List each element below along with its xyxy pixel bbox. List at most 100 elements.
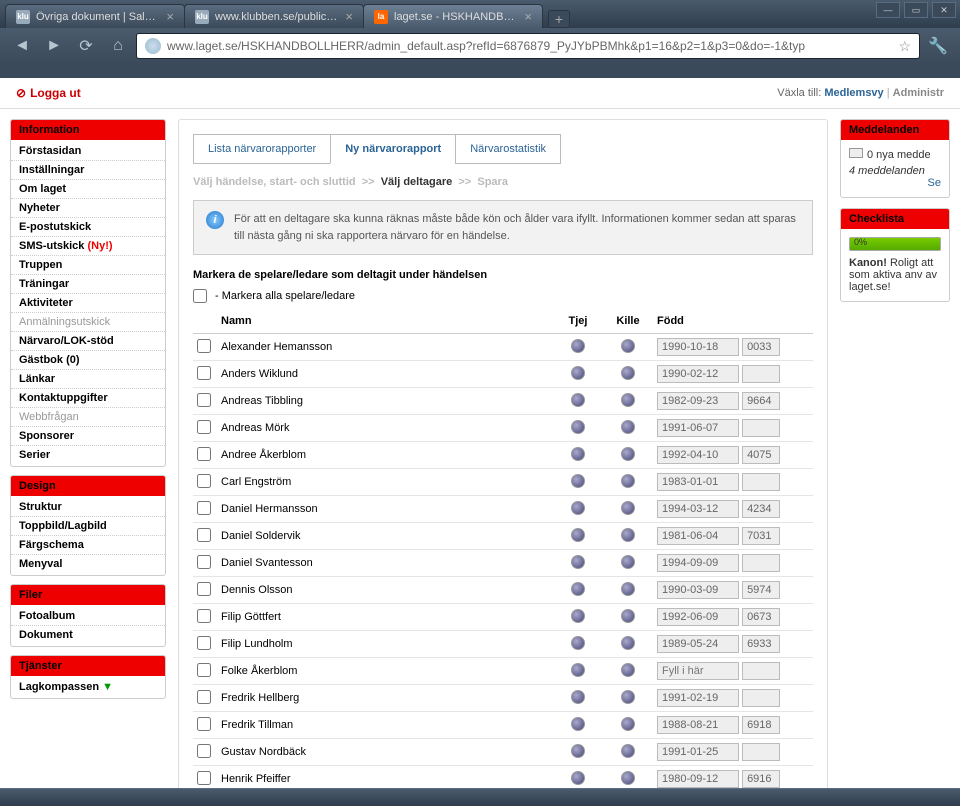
url-input[interactable] — [167, 39, 892, 53]
gender-boy-radio[interactable] — [621, 474, 635, 488]
sidebar-item[interactable]: Närvaro/LOK-stöd — [11, 332, 165, 351]
born-input[interactable] — [657, 419, 739, 437]
gender-girl-radio[interactable] — [571, 582, 585, 596]
player-checkbox[interactable] — [197, 717, 211, 731]
code-input[interactable] — [742, 554, 780, 572]
reload-button[interactable]: ⟳ — [72, 33, 100, 59]
forward-button[interactable]: ► — [40, 33, 68, 59]
minimize-button[interactable]: — — [876, 2, 900, 18]
code-input[interactable] — [742, 446, 780, 464]
member-view-link[interactable]: Medlemsvy — [824, 87, 883, 99]
player-checkbox[interactable] — [197, 420, 211, 434]
gender-girl-radio[interactable] — [571, 528, 585, 542]
gender-boy-radio[interactable] — [621, 447, 635, 461]
code-input[interactable] — [742, 527, 780, 545]
player-checkbox[interactable] — [197, 663, 211, 677]
gender-boy-radio[interactable] — [621, 636, 635, 650]
gender-boy-radio[interactable] — [621, 717, 635, 731]
tab-close-icon[interactable]: × — [524, 9, 532, 24]
code-input[interactable] — [742, 473, 780, 491]
logout-link[interactable]: Logga ut — [16, 86, 81, 100]
content-tab[interactable]: Närvarostatistik — [455, 134, 561, 164]
code-input[interactable] — [742, 770, 780, 788]
code-input[interactable] — [742, 338, 780, 356]
sidebar-item[interactable]: Inställningar — [11, 161, 165, 180]
born-input[interactable] — [657, 689, 739, 707]
code-input[interactable] — [742, 716, 780, 734]
sidebar-item[interactable]: Sponsorer — [11, 427, 165, 446]
sidebar-item[interactable]: Fotoalbum — [11, 607, 165, 626]
code-input[interactable] — [742, 662, 780, 680]
born-input[interactable] — [657, 608, 739, 626]
gender-boy-radio[interactable] — [621, 582, 635, 596]
player-checkbox[interactable] — [197, 447, 211, 461]
gender-girl-radio[interactable] — [571, 447, 585, 461]
home-button[interactable]: ⌂ — [104, 33, 132, 59]
sidebar-item[interactable]: Träningar — [11, 275, 165, 294]
code-input[interactable] — [742, 581, 780, 599]
player-checkbox[interactable] — [197, 744, 211, 758]
gender-boy-radio[interactable] — [621, 690, 635, 704]
gender-girl-radio[interactable] — [571, 771, 585, 785]
code-input[interactable] — [742, 743, 780, 761]
see-messages-link[interactable]: Se — [928, 177, 941, 189]
born-input[interactable] — [657, 338, 739, 356]
gender-girl-radio[interactable] — [571, 663, 585, 677]
player-checkbox[interactable] — [197, 690, 211, 704]
sidebar-item[interactable]: E-postutskick — [11, 218, 165, 237]
code-input[interactable] — [742, 689, 780, 707]
sidebar-item[interactable]: Dokument — [11, 626, 165, 644]
gender-girl-radio[interactable] — [571, 555, 585, 569]
browser-tab[interactable]: klu Övriga dokument | Salems IF × — [5, 4, 185, 28]
code-input[interactable] — [742, 365, 780, 383]
born-input[interactable] — [657, 473, 739, 491]
born-input[interactable] — [657, 392, 739, 410]
gender-boy-radio[interactable] — [621, 420, 635, 434]
player-checkbox[interactable] — [197, 636, 211, 650]
born-input[interactable] — [657, 770, 739, 788]
admin-view-link[interactable]: Administr — [893, 87, 944, 99]
born-input[interactable] — [657, 500, 739, 518]
sidebar-item[interactable]: Toppbild/Lagbild — [11, 517, 165, 536]
born-input[interactable] — [657, 365, 739, 383]
code-input[interactable] — [742, 392, 780, 410]
gender-boy-radio[interactable] — [621, 609, 635, 623]
sidebar-item[interactable]: Serier — [11, 446, 165, 464]
gender-boy-radio[interactable] — [621, 663, 635, 677]
close-window-button[interactable]: ✕ — [932, 2, 956, 18]
sidebar-item[interactable]: Lagkompassen ▼ — [11, 678, 165, 696]
gender-girl-radio[interactable] — [571, 717, 585, 731]
sidebar-item[interactable]: Färgschema — [11, 536, 165, 555]
player-checkbox[interactable] — [197, 771, 211, 785]
player-checkbox[interactable] — [197, 609, 211, 623]
player-checkbox[interactable] — [197, 528, 211, 542]
code-input[interactable] — [742, 635, 780, 653]
sidebar-item[interactable]: Menyval — [11, 555, 165, 573]
sidebar-item[interactable]: Aktiviteter — [11, 294, 165, 313]
content-tab[interactable]: Lista närvarorapporter — [193, 134, 331, 164]
gender-boy-radio[interactable] — [621, 339, 635, 353]
sidebar-item[interactable]: Om laget — [11, 180, 165, 199]
gender-boy-radio[interactable] — [621, 771, 635, 785]
mark-all-checkbox[interactable] — [193, 289, 207, 303]
sidebar-item[interactable]: Struktur — [11, 498, 165, 517]
gender-boy-radio[interactable] — [621, 501, 635, 515]
browser-tab[interactable]: klu www.klubben.se/public_clu... × — [184, 4, 364, 28]
gender-boy-radio[interactable] — [621, 393, 635, 407]
address-bar[interactable]: ☆ — [136, 33, 920, 59]
born-input[interactable] — [657, 716, 739, 734]
player-checkbox[interactable] — [197, 582, 211, 596]
player-checkbox[interactable] — [197, 339, 211, 353]
born-input[interactable] — [657, 662, 739, 680]
gender-girl-radio[interactable] — [571, 420, 585, 434]
tab-close-icon[interactable]: × — [345, 9, 353, 24]
code-input[interactable] — [742, 500, 780, 518]
gender-girl-radio[interactable] — [571, 744, 585, 758]
born-input[interactable] — [657, 635, 739, 653]
sidebar-item[interactable]: Kontaktuppgifter — [11, 389, 165, 408]
player-checkbox[interactable] — [197, 366, 211, 380]
born-input[interactable] — [657, 527, 739, 545]
player-checkbox[interactable] — [197, 555, 211, 569]
player-checkbox[interactable] — [197, 393, 211, 407]
new-tab-button[interactable]: + — [548, 10, 570, 28]
